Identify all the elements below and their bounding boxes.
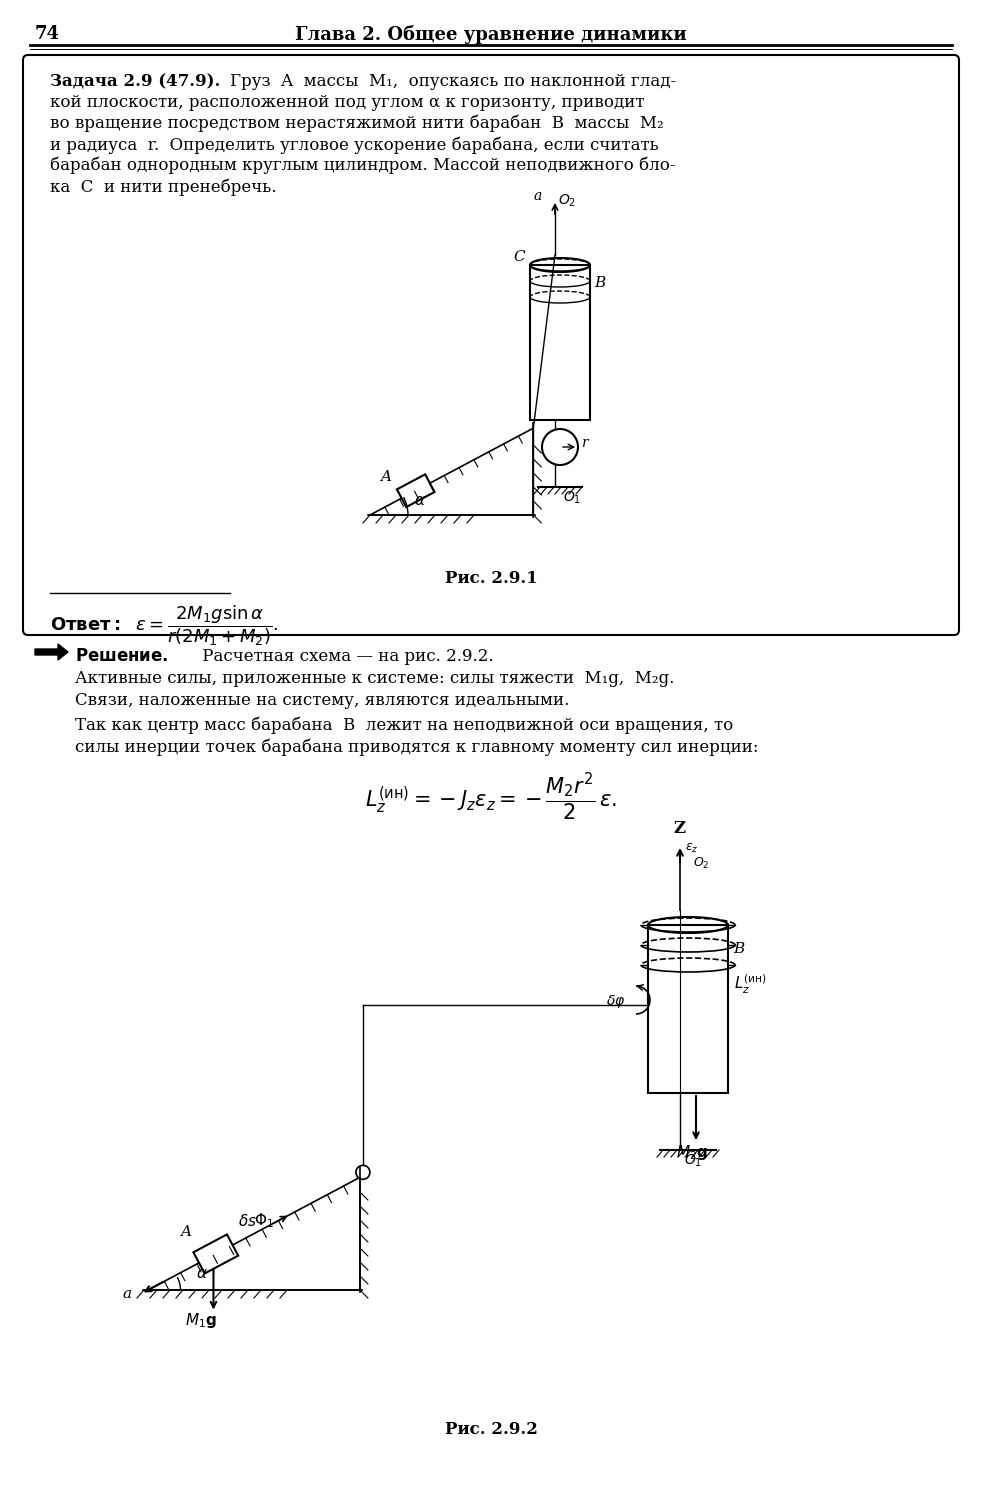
Text: Рис. 2.9.2: Рис. 2.9.2 <box>445 1420 537 1438</box>
Text: $L_z^{(\mathrm{ин})} = -J_z\varepsilon_z = -\dfrac{M_2 r^2}{2}\,\varepsilon.$: $L_z^{(\mathrm{ин})} = -J_z\varepsilon_z… <box>365 772 617 824</box>
Text: Активные силы, приложенные к системе: силы тяжести  M₁g,  M₂g.: Активные силы, приложенные к системе: си… <box>75 670 675 687</box>
Text: ка  C  и нити пренебречь.: ка C и нити пренебречь. <box>50 178 277 195</box>
Text: Связи, наложенные на систему, являются идеальными.: Связи, наложенные на систему, являются и… <box>75 692 570 709</box>
Text: Груз  A  массы  M₁,  опускаясь по наклонной глад-: Груз A массы M₁, опускаясь по наклонной … <box>230 74 677 90</box>
Text: Глава 2. Общее уравнение динамики: Глава 2. Общее уравнение динамики <box>296 26 686 44</box>
FancyBboxPatch shape <box>23 56 959 634</box>
Text: r: r <box>581 436 587 450</box>
Text: силы инерции точек барабана приводятся к главному моменту сил инерции:: силы инерции точек барабана приводятся к… <box>75 740 758 756</box>
Text: $\delta s$: $\delta s$ <box>238 1214 256 1228</box>
Text: Рис. 2.9.1: Рис. 2.9.1 <box>445 570 537 586</box>
Text: B: B <box>733 942 744 956</box>
Text: барабан однородным круглым цилиндром. Массой неподвижного бло-: барабан однородным круглым цилиндром. Ма… <box>50 158 676 174</box>
Text: Так как центр масс барабана  B  лежит на неподвижной оси вращения, то: Так как центр масс барабана B лежит на н… <box>75 717 734 735</box>
Text: $L_z^{(\mathrm{ин})}$: $L_z^{(\mathrm{ин})}$ <box>734 974 767 996</box>
Polygon shape <box>193 1234 239 1274</box>
Text: C: C <box>514 251 525 264</box>
Polygon shape <box>370 427 533 514</box>
Text: и радиуса  r.  Определить угловое ускорение барабана, если считать: и радиуса r. Определить угловое ускорени… <box>50 136 659 153</box>
Text: $O_1$: $O_1$ <box>684 1154 702 1170</box>
Bar <box>648 926 728 1094</box>
Text: Задача 2.9 (47.9).: Задача 2.9 (47.9). <box>50 74 220 90</box>
Bar <box>530 266 590 420</box>
Text: a: a <box>123 1287 132 1300</box>
Text: $\mathbf{Ответ:}$  $\varepsilon = \dfrac{2M_1g\sin\alpha}{r(2M_1+M_2)}.$: $\mathbf{Ответ:}$ $\varepsilon = \dfrac{… <box>50 603 278 648</box>
Text: $O_2$: $O_2$ <box>558 194 576 210</box>
Text: A: A <box>380 470 391 483</box>
Text: $M_1\mathbf{g}$: $M_1\mathbf{g}$ <box>186 1311 217 1329</box>
Text: $\varepsilon_z$: $\varepsilon_z$ <box>685 842 698 855</box>
Text: кой плоскости, расположенной под углом α к горизонту, приводит: кой плоскости, расположенной под углом α… <box>50 94 644 111</box>
Text: B: B <box>594 276 605 290</box>
Text: a: a <box>534 189 542 202</box>
Polygon shape <box>35 644 68 660</box>
Text: во вращение посредством нерастяжимой нити барабан  B  массы  M₂: во вращение посредством нерастяжимой нит… <box>50 116 664 132</box>
Polygon shape <box>148 1178 360 1290</box>
Text: $O_2$: $O_2$ <box>693 856 709 871</box>
Polygon shape <box>397 474 435 507</box>
Text: $\delta\varphi$: $\delta\varphi$ <box>606 993 626 1010</box>
Text: $M_2\mathbf{g}$: $M_2\mathbf{g}$ <box>676 1143 708 1162</box>
Text: $O_1$: $O_1$ <box>563 490 581 507</box>
Text: Z: Z <box>674 821 686 837</box>
Text: 74: 74 <box>35 26 60 44</box>
Text: $\alpha$: $\alpha$ <box>414 494 426 508</box>
Text: $\mathbf{Решение.}$: $\mathbf{Решение.}$ <box>75 648 169 664</box>
Text: Расчетная схема — на рис. 2.9.2.: Расчетная схема — на рис. 2.9.2. <box>197 648 494 664</box>
Text: $\Phi_1$: $\Phi_1$ <box>253 1210 273 1230</box>
Text: A: A <box>180 1226 191 1239</box>
Text: $\alpha$: $\alpha$ <box>196 1268 208 1281</box>
